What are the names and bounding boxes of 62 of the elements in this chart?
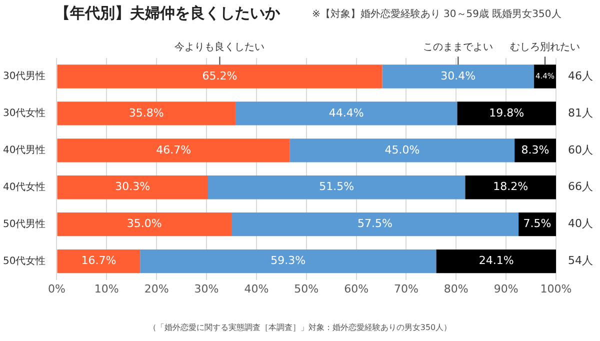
chart-title: 【年代別】夫婦仲を良くしたいか	[55, 4, 280, 23]
bar	[208, 176, 466, 200]
x-tick-label: 30%	[194, 282, 219, 296]
bar	[465, 176, 556, 200]
data-label: 65.2%	[202, 69, 238, 82]
y-tick-label: 30代男性	[2, 70, 46, 82]
text: （「婚外恋愛に関する実態調査［本調査］」対象：婚外恋愛経験ありの男女350人）	[147, 322, 453, 333]
bar	[57, 249, 140, 274]
data-label: 45.0%	[384, 143, 420, 156]
series-label: むしろ別れたい	[510, 42, 580, 54]
text: 40人	[568, 217, 593, 230]
x-tick-label: 50%	[294, 282, 319, 296]
data-label: 51.5%	[319, 180, 354, 194]
bar	[457, 102, 556, 126]
data-label: 18.2%	[493, 180, 528, 194]
series-label: このままでよい	[423, 42, 494, 54]
data-label: 7.5%	[523, 217, 552, 230]
bar	[57, 176, 208, 200]
x-tick-label: 90%	[494, 282, 518, 296]
data-label: 16.7%	[81, 254, 116, 268]
bar	[57, 102, 236, 126]
data-label: 30.3%	[115, 180, 150, 194]
x-tick-label: 10%	[94, 282, 119, 296]
data-label: 35.8%	[128, 106, 164, 120]
x-tick-label: 60%	[344, 282, 369, 296]
bar	[436, 249, 556, 274]
data-label: 59.3%	[270, 254, 306, 268]
y-tick-label: 40代女性	[2, 180, 46, 193]
bar	[534, 64, 556, 88]
x-tick-label: 80%	[444, 282, 468, 296]
text: 81人	[568, 106, 593, 120]
x-tick-label: 100%	[540, 282, 572, 296]
bar	[231, 212, 519, 236]
data-label: 44.4%	[328, 106, 364, 120]
bar	[235, 102, 458, 126]
y-tick-label: 50代女性	[2, 254, 46, 267]
bar	[57, 64, 382, 88]
text: 46人	[568, 69, 593, 82]
data-label: 35.0%	[126, 217, 162, 230]
bar	[140, 249, 436, 274]
x-tick-label: 20%	[144, 282, 169, 296]
text: 54人	[568, 254, 593, 268]
text: 60人	[568, 143, 593, 156]
x-tick-label: 40%	[244, 282, 269, 296]
data-label: 8.3%	[521, 143, 550, 156]
bar	[57, 138, 290, 162]
text: 66人	[568, 180, 593, 194]
bar	[382, 64, 534, 88]
y-tick-label: 30代女性	[2, 107, 46, 120]
data-label: 46.7%	[156, 143, 192, 156]
data-label: 30.4%	[440, 69, 476, 82]
chart-subtitle: ※【対象】婚外恋愛経験あり 30～59歳 既婚男女350人	[312, 8, 562, 21]
bar	[290, 138, 515, 162]
x-tick-label: 70%	[394, 282, 418, 296]
y-tick-label: 50代男性	[2, 218, 46, 230]
series-label: 今よりも良くしたい	[174, 41, 265, 54]
y-tick-label: 40代男性	[2, 144, 46, 156]
x-tick-label: 0%	[48, 282, 66, 296]
data-label: 24.1%	[478, 254, 514, 268]
bar	[57, 212, 232, 236]
data-label: 19.8%	[489, 106, 524, 120]
data-label: 57.5%	[358, 217, 392, 230]
